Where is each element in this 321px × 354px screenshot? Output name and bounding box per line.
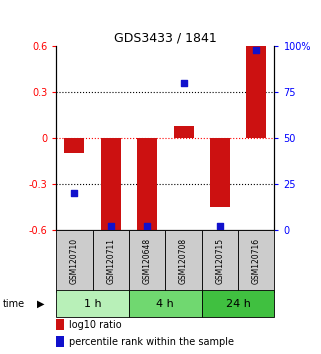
Text: GSM120648: GSM120648 [143,238,152,284]
Bar [210,138,230,207]
Text: GSM120716: GSM120716 [252,238,261,284]
Bar [165,230,202,292]
Bar [129,230,165,292]
Text: log10 ratio: log10 ratio [69,320,122,330]
Point [217,224,222,229]
Bar [173,126,194,138]
Bar [137,138,157,230]
Bar [246,46,266,138]
Text: GSM120710: GSM120710 [70,238,79,284]
Text: GSM120715: GSM120715 [215,238,224,284]
Bar [101,138,121,230]
Text: time: time [3,299,25,309]
Title: GDS3433 / 1841: GDS3433 / 1841 [114,32,217,45]
Text: 4 h: 4 h [156,298,174,309]
Text: GSM120711: GSM120711 [106,238,115,284]
Text: ▶: ▶ [37,299,44,309]
Text: 1 h: 1 h [84,298,101,309]
Text: 24 h: 24 h [226,298,250,309]
Point [181,80,186,86]
Bar [202,230,238,292]
Bar [64,138,84,153]
Point [72,190,77,196]
Bar [129,290,202,317]
Bar [56,230,92,292]
Bar [56,290,129,317]
Bar [202,290,274,317]
Text: GSM120708: GSM120708 [179,238,188,284]
Bar [92,230,129,292]
Bar [238,230,274,292]
Point [254,47,259,52]
Point [144,224,150,229]
Text: percentile rank within the sample: percentile rank within the sample [69,337,234,347]
Point [108,224,113,229]
